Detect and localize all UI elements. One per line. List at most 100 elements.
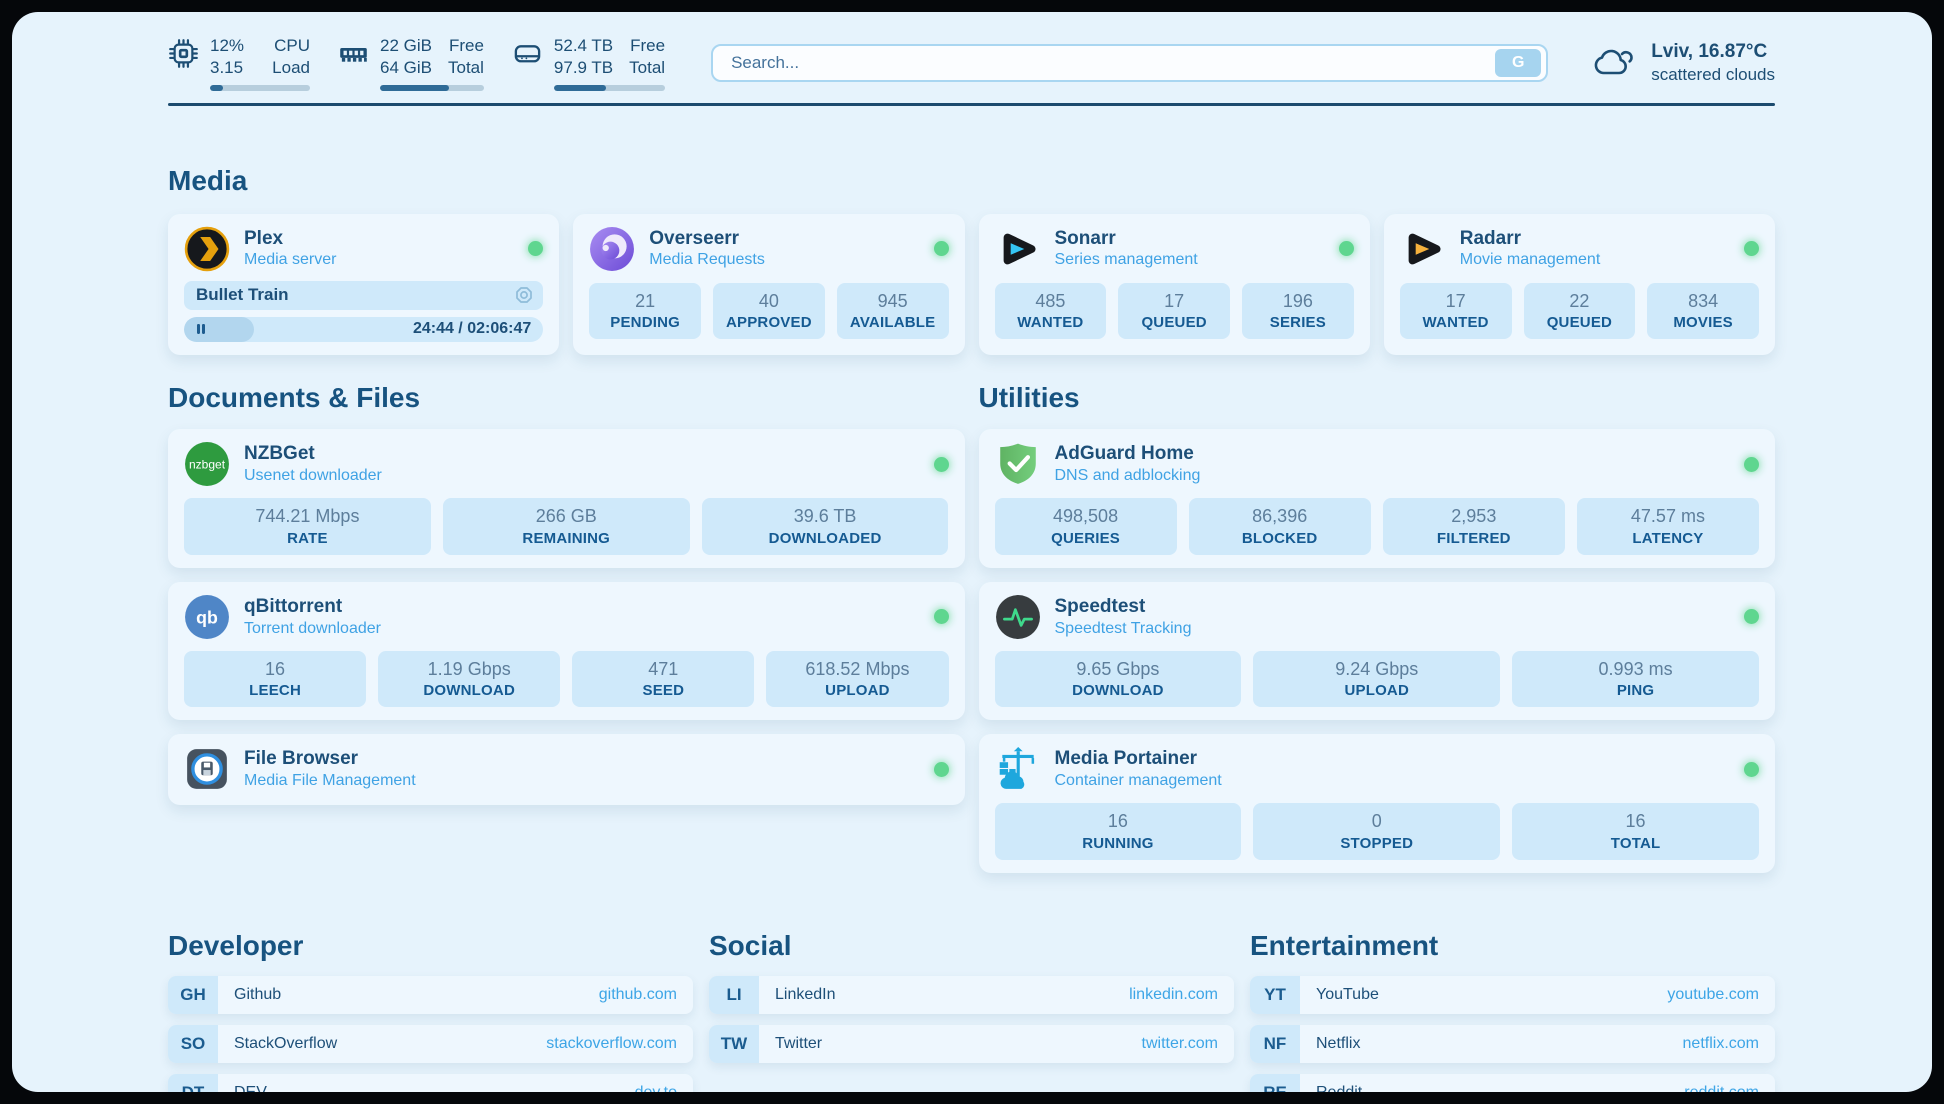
stat-label: Load xyxy=(272,58,310,77)
stat-tile-label: APPROVED xyxy=(725,314,812,332)
system-stat: 22 GiB 64 GiB Free Total xyxy=(338,35,484,92)
pause-icon xyxy=(194,322,208,336)
app-name: NZBGet xyxy=(244,443,315,465)
stat-tile: 744.21 Mbps RATE xyxy=(184,498,431,555)
stat-tile-value: 9.65 Gbps xyxy=(1076,658,1160,679)
stat-tile: 498,508 QUERIES xyxy=(994,498,1177,555)
app-card-adguard[interactable]: AdGuard Home DNS and adblocking 498,508 QUE… xyxy=(978,429,1775,568)
stat-tile-label: UPLOAD xyxy=(1344,682,1410,700)
stat-tile-label: RUNNING xyxy=(1082,834,1154,852)
overseerr-icon xyxy=(589,226,635,272)
stat-tile-value: 266 GB xyxy=(535,506,597,527)
stat-tile: 196 SERIES xyxy=(1242,282,1354,340)
card-stat-grid: 744.21 Mbps RATE 266 GB REMAINING 39.6 TB DOW… xyxy=(184,498,949,555)
radarr-icon xyxy=(1400,226,1446,272)
bookmark-dev[interactable]: DT DEV dev.to xyxy=(168,1074,693,1092)
stat-tile-value: 9.24 Gbps xyxy=(1335,658,1419,679)
app-name: Sonarr xyxy=(1054,227,1116,249)
stat-tile: 16 RUNNING xyxy=(994,803,1242,860)
utilities-card-list: AdGuard Home DNS and adblocking 498,508 QUE… xyxy=(978,429,1775,873)
stat-tile-value: 17 xyxy=(1164,290,1185,311)
stat-progressbar xyxy=(380,85,484,92)
bookmark-url: github.com xyxy=(598,986,677,1004)
bookmark-name: StackOverflow xyxy=(234,1035,338,1053)
stat-label: Free xyxy=(448,35,484,55)
stat-tile-label: WANTED xyxy=(1422,314,1489,332)
stat-tile: 22 QUEUED xyxy=(1523,282,1636,340)
stat-tile-value: 1.19 Gbps xyxy=(427,658,511,679)
bookmark-stackoverflow[interactable]: SO StackOverflow stackoverflow.com xyxy=(168,1025,693,1064)
search-input[interactable] xyxy=(729,52,1496,74)
app-card-sonarr[interactable]: Sonarr Series management 485 WANTED 17 QUEUED… xyxy=(978,213,1370,355)
stat-tile-label: FILTERED xyxy=(1436,529,1511,547)
online-status-dot xyxy=(1744,609,1759,625)
stat-tile-label: BLOCKED xyxy=(1241,529,1318,547)
section-title-documents: Documents & Files xyxy=(168,381,421,413)
system-stat: 52.4 TB 97.9 TB Free Total xyxy=(512,35,666,92)
bookmark-twitter[interactable]: TW Twitter twitter.com xyxy=(709,1025,1234,1064)
bookmark-name: YouTube xyxy=(1316,986,1379,1004)
stat-label: CPU xyxy=(274,35,310,55)
online-status-dot xyxy=(933,761,949,777)
app-subtitle: Media server xyxy=(244,251,337,269)
bookmark-abbr: SO xyxy=(168,1025,218,1064)
bookmark-section-developer: Developer GH Github github.com SO StackOverfl… xyxy=(168,929,693,1092)
app-name: Plex xyxy=(244,227,284,249)
stat-tile-label: STOPPED xyxy=(1340,834,1414,852)
bookmark-linkedin[interactable]: LI LinkedIn linkedin.com xyxy=(709,976,1234,1015)
stat-tile-value: 47.57 ms xyxy=(1630,506,1705,527)
stat-label: Free xyxy=(630,35,666,55)
app-card-filebrowser[interactable]: File Browser Media File Management xyxy=(168,734,965,806)
section-title: Developer xyxy=(168,929,304,961)
stat-tile-value: 21 xyxy=(635,290,656,311)
stat-tile-value: 498,508 xyxy=(1053,506,1119,527)
app-card-portainer[interactable]: Media Portainer Container management 16 RUN… xyxy=(978,734,1775,873)
app-subtitle: Container management xyxy=(1054,772,1222,790)
stat-tile-value: 16 xyxy=(1107,811,1128,832)
bookmark-youtube[interactable]: YT YouTube youtube.com xyxy=(1250,976,1775,1015)
app-card-qbittorrent[interactable]: qb qBittorrent Torrent downloader 16 LEECH 1.… xyxy=(168,581,965,721)
app-card-overseerr[interactable]: Overseerr Media Requests 21 PENDING 40 APPROV… xyxy=(573,213,965,355)
stat-label: Total xyxy=(629,58,666,77)
online-status-dot xyxy=(1744,456,1759,472)
stat-tile-label: DOWNLOAD xyxy=(423,682,515,700)
documents-column: Documents & Files nzbget NZBGet Usenet dow… xyxy=(168,381,965,806)
portainer-icon xyxy=(995,746,1041,792)
search-provider-button[interactable]: G xyxy=(1495,49,1542,77)
bookmark-reddit[interactable]: RE Reddit reddit.com xyxy=(1250,1074,1775,1092)
now-playing-row: Bullet Train xyxy=(184,280,544,310)
bookmark-abbr: NF xyxy=(1250,1025,1300,1064)
app-card-plex[interactable]: Plex Media server Bullet Train 24:44 / 02:0… xyxy=(168,213,560,355)
stat-tile: 2,953 FILTERED xyxy=(1382,498,1565,555)
bookmark-name: Github xyxy=(234,986,282,1004)
stat-progressbar xyxy=(553,85,666,92)
stat-tile-label: TOTAL xyxy=(1610,834,1661,852)
app-card-speedtest[interactable]: Speedtest Speedtest Tracking 9.65 Gbps DOWN… xyxy=(978,581,1775,721)
stat-tile-value: 2,953 xyxy=(1451,506,1497,527)
weather-location-temp: Lviv, 16.87°C xyxy=(1651,40,1768,62)
bookmark-netflix[interactable]: NF Netflix netflix.com xyxy=(1250,1025,1775,1064)
stat-tile-value: 16 xyxy=(265,658,286,679)
app-name: File Browser xyxy=(244,748,359,770)
online-status-dot xyxy=(933,456,949,472)
section-title: Social xyxy=(709,929,792,961)
bookmark-github[interactable]: GH Github github.com xyxy=(168,976,693,1015)
stat-tile-label: PENDING xyxy=(610,314,680,332)
app-name: Media Portainer xyxy=(1054,748,1198,770)
app-card-nzbget[interactable]: nzbget NZBGet Usenet downloader 744.21 Mbps… xyxy=(168,429,965,568)
stat-tile-label: UPLOAD xyxy=(825,682,890,700)
app-card-radarr[interactable]: Radarr Movie management 17 WANTED 22 QUEUED 83… xyxy=(1383,213,1775,355)
stat-tile-label: RATE xyxy=(287,529,328,547)
section-title: Entertainment xyxy=(1250,929,1439,961)
stat-tile: 0.993 ms PING xyxy=(1512,650,1759,708)
settings-icon[interactable] xyxy=(514,285,534,305)
stat-tile-value: 0.993 ms xyxy=(1598,658,1673,679)
bookmark-abbr: RE xyxy=(1250,1074,1300,1092)
stat-tile-label: QUEUED xyxy=(1141,314,1207,332)
app-subtitle: Torrent downloader xyxy=(244,619,381,637)
app-subtitle: Media File Management xyxy=(244,772,416,790)
app-name: Overseerr xyxy=(649,227,740,249)
disk-icon xyxy=(512,35,543,74)
stat-tile-value: 618.52 Mbps xyxy=(805,658,910,679)
stat-tile: 16 LEECH xyxy=(184,650,367,708)
